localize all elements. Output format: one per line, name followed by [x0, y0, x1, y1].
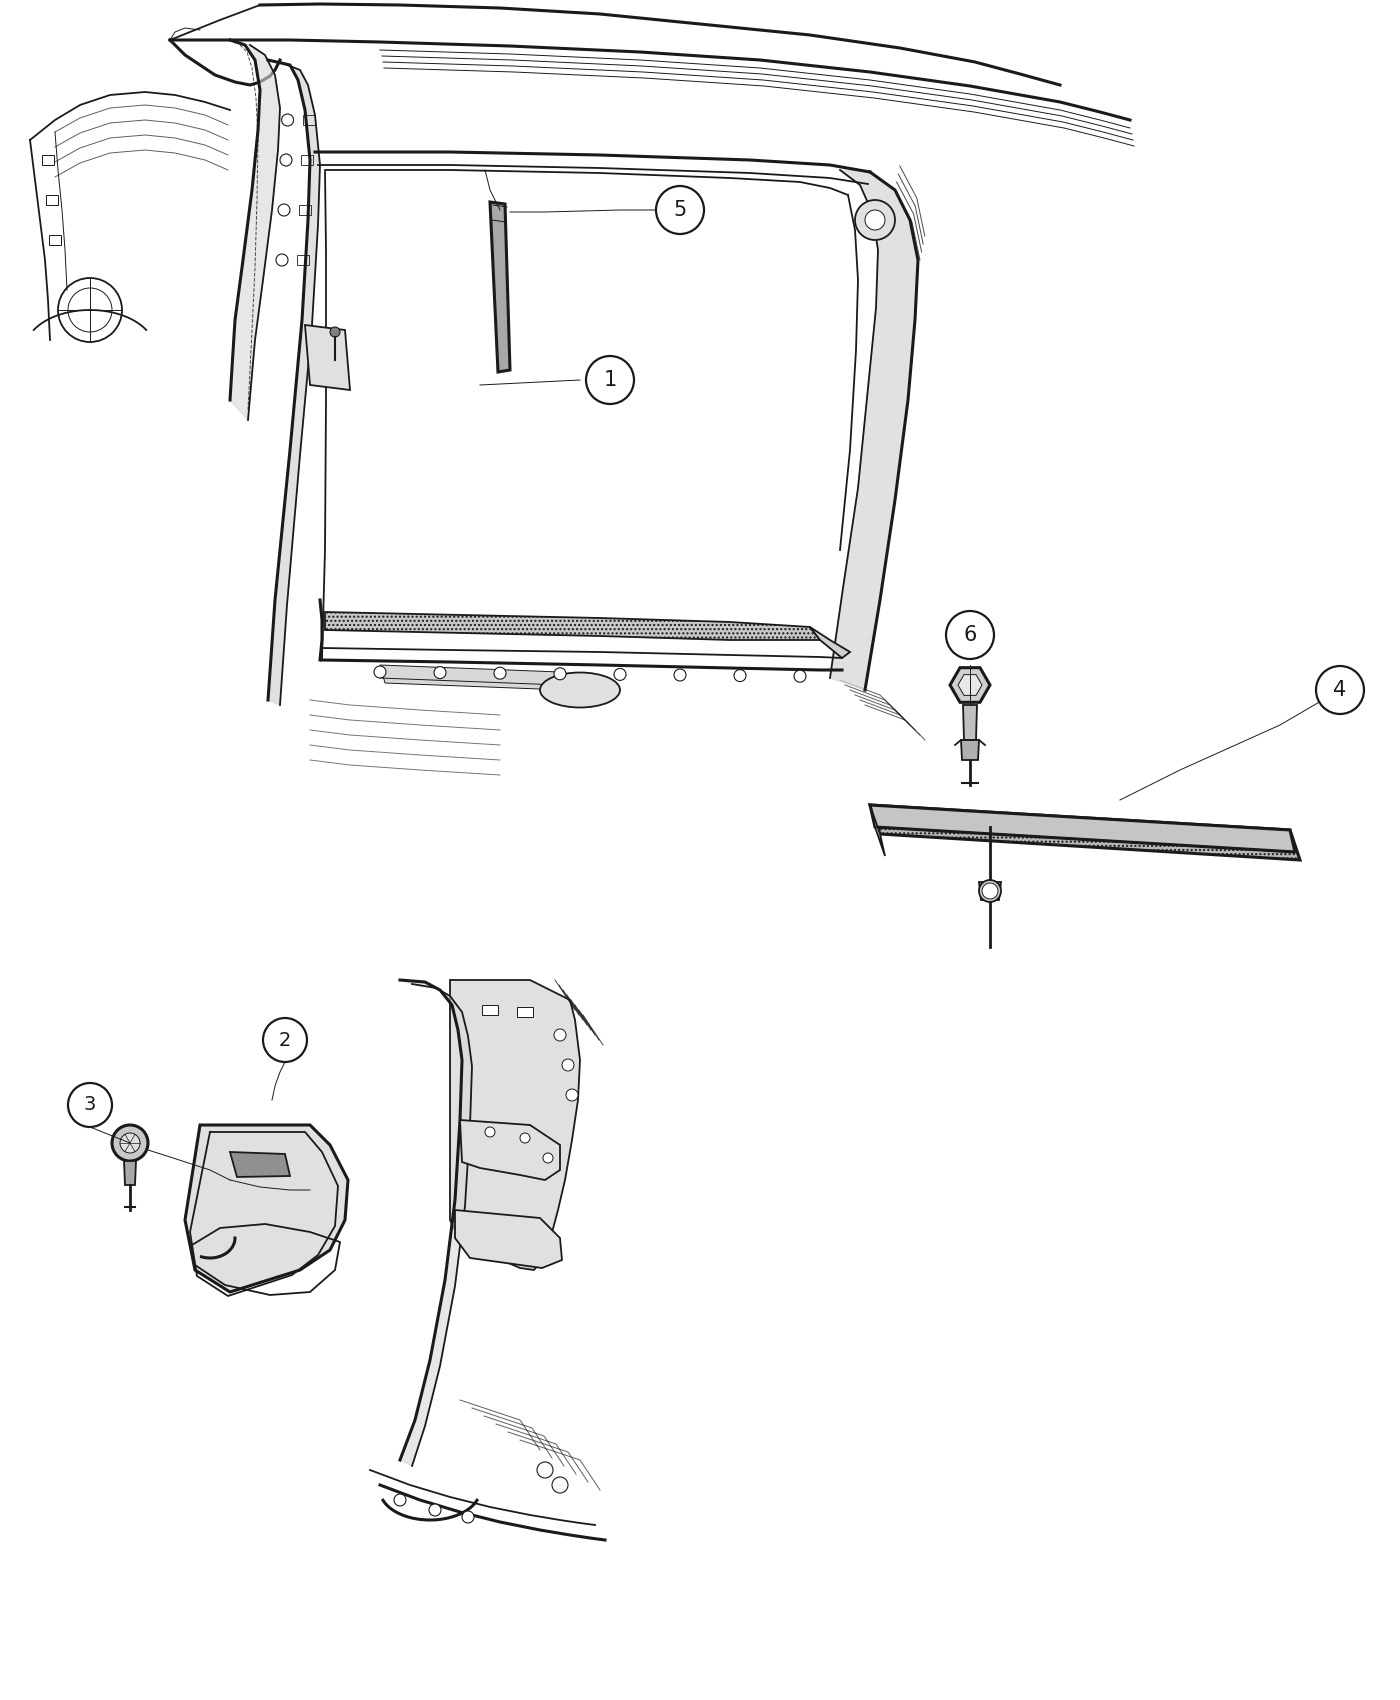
Circle shape	[561, 1059, 574, 1071]
Circle shape	[280, 155, 293, 167]
Circle shape	[494, 666, 505, 680]
Bar	[482, 1005, 498, 1015]
Bar	[517, 1006, 533, 1017]
Text: 5: 5	[673, 201, 686, 219]
Text: 4: 4	[1333, 680, 1347, 700]
Circle shape	[519, 1132, 531, 1142]
Bar	[49, 235, 62, 245]
Circle shape	[112, 1125, 148, 1161]
Bar	[302, 116, 315, 126]
Polygon shape	[449, 979, 580, 1270]
Polygon shape	[305, 325, 350, 389]
Polygon shape	[185, 1125, 349, 1292]
Circle shape	[587, 355, 634, 405]
Polygon shape	[325, 612, 820, 639]
Polygon shape	[979, 882, 1001, 899]
Circle shape	[543, 1153, 553, 1163]
Polygon shape	[400, 979, 472, 1465]
Circle shape	[484, 1127, 496, 1137]
Circle shape	[554, 668, 566, 680]
Polygon shape	[461, 1120, 560, 1180]
Polygon shape	[490, 202, 510, 372]
Circle shape	[434, 666, 447, 678]
Circle shape	[552, 1477, 568, 1493]
Circle shape	[979, 881, 1001, 903]
Polygon shape	[811, 627, 850, 658]
Circle shape	[276, 253, 288, 265]
Polygon shape	[869, 806, 1301, 860]
Polygon shape	[125, 1161, 136, 1185]
Circle shape	[281, 114, 294, 126]
Circle shape	[794, 670, 806, 682]
Circle shape	[946, 610, 994, 660]
Circle shape	[673, 670, 686, 682]
Circle shape	[734, 670, 746, 682]
Circle shape	[69, 1083, 112, 1127]
Circle shape	[1316, 666, 1364, 714]
Ellipse shape	[540, 673, 620, 707]
Text: 3: 3	[84, 1095, 97, 1115]
Circle shape	[566, 1090, 578, 1102]
Circle shape	[462, 1511, 475, 1523]
Circle shape	[615, 668, 626, 680]
Text: 2: 2	[279, 1030, 291, 1049]
Polygon shape	[379, 665, 566, 690]
Polygon shape	[869, 806, 1295, 852]
Circle shape	[538, 1462, 553, 1477]
Bar	[300, 206, 311, 214]
Polygon shape	[951, 668, 990, 702]
Polygon shape	[963, 706, 977, 740]
Circle shape	[279, 204, 290, 216]
Circle shape	[330, 326, 340, 337]
Polygon shape	[455, 1210, 561, 1268]
Text: 1: 1	[603, 371, 616, 389]
Circle shape	[374, 666, 386, 678]
Bar	[46, 196, 57, 206]
Circle shape	[981, 882, 998, 899]
Bar	[301, 155, 314, 165]
Polygon shape	[230, 1153, 290, 1176]
Circle shape	[865, 211, 885, 230]
Polygon shape	[960, 740, 979, 760]
Circle shape	[554, 1028, 566, 1040]
Polygon shape	[869, 806, 885, 857]
Circle shape	[120, 1132, 140, 1153]
Polygon shape	[267, 60, 321, 706]
Circle shape	[855, 201, 895, 240]
Circle shape	[263, 1018, 307, 1062]
Circle shape	[657, 185, 704, 235]
Polygon shape	[830, 170, 918, 690]
Bar	[297, 255, 309, 265]
Polygon shape	[230, 41, 280, 420]
Circle shape	[393, 1494, 406, 1506]
Polygon shape	[958, 675, 981, 695]
Circle shape	[428, 1504, 441, 1516]
Text: 6: 6	[963, 626, 977, 644]
Bar	[42, 155, 55, 165]
